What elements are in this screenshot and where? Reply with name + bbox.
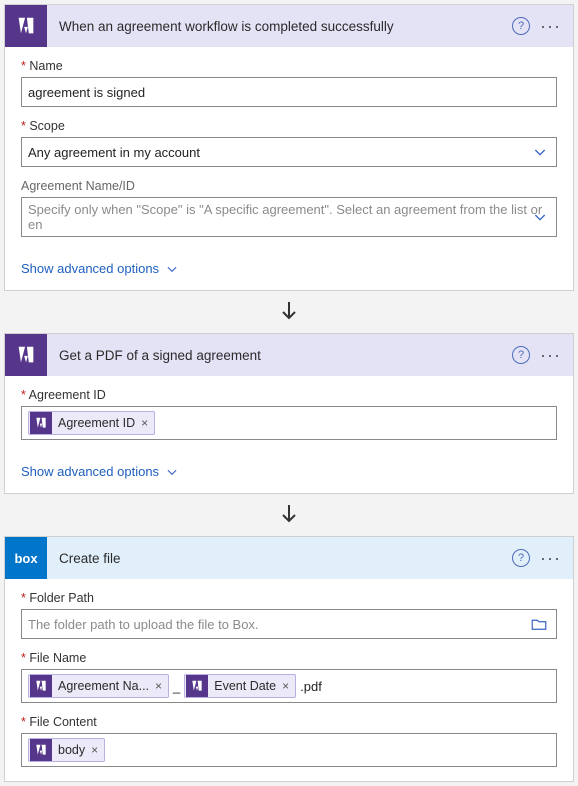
scope-value: Any agreement in my account	[28, 145, 550, 160]
adobe-sign-icon	[30, 739, 52, 761]
token-label: body	[52, 743, 89, 757]
step-title: When an agreement workflow is completed …	[47, 19, 512, 34]
scope-label: Scope	[21, 119, 557, 133]
folder-path-input[interactable]: The folder path to upload the file to Bo…	[21, 609, 557, 639]
remove-token-icon[interactable]: ×	[153, 679, 168, 693]
show-advanced-label: Show advanced options	[21, 464, 159, 479]
step-header[interactable]: When an agreement workflow is completed …	[5, 5, 573, 47]
step-getpdf-card: Get a PDF of a signed agreement ? ··· Ag…	[4, 333, 574, 494]
adobe-sign-icon	[30, 412, 52, 434]
token-label: Event Date	[208, 679, 280, 693]
remove-token-icon[interactable]: ×	[280, 679, 295, 693]
step-header[interactable]: Get a PDF of a signed agreement ? ···	[5, 334, 573, 376]
folder-path-label: Folder Path	[21, 591, 557, 605]
help-icon[interactable]: ?	[512, 17, 530, 35]
step-title: Get a PDF of a signed agreement	[47, 348, 512, 363]
agreement-id-input[interactable]: Agreement ID ×	[21, 406, 557, 440]
step-trigger-card: When an agreement workflow is completed …	[4, 4, 574, 291]
adobe-sign-icon	[5, 334, 47, 376]
more-menu-icon[interactable]: ···	[540, 346, 561, 364]
name-input-text[interactable]	[28, 85, 550, 100]
remove-token-icon[interactable]: ×	[139, 416, 154, 430]
arrow-down-icon	[277, 500, 301, 528]
chevron-down-icon	[165, 262, 179, 276]
token-agreement-name[interactable]: Agreement Na... ×	[28, 674, 169, 698]
remove-token-icon[interactable]: ×	[89, 743, 104, 757]
flow-arrow	[4, 494, 574, 536]
file-name-input[interactable]: Agreement Na... × _ Event Date × .pdf	[21, 669, 557, 703]
help-icon[interactable]: ?	[512, 346, 530, 364]
token-body[interactable]: body ×	[28, 738, 105, 762]
show-advanced-link[interactable]: Show advanced options	[5, 251, 195, 290]
agreement-id-placeholder: Specify only when "Scope" is "A specific…	[28, 202, 550, 232]
file-content-label: File Content	[21, 715, 557, 729]
show-advanced-link[interactable]: Show advanced options	[5, 454, 195, 493]
token-event-date[interactable]: Event Date ×	[184, 674, 296, 698]
token-label: Agreement Na...	[52, 679, 153, 693]
step-header[interactable]: box Create file ? ···	[5, 537, 573, 579]
token-agreement-id[interactable]: Agreement ID ×	[28, 411, 155, 435]
literal-text: _	[173, 679, 180, 694]
scope-select[interactable]: Any agreement in my account	[21, 137, 557, 167]
box-icon: box	[5, 537, 47, 579]
flow-arrow	[4, 291, 574, 333]
step-title: Create file	[47, 551, 512, 566]
adobe-sign-icon	[30, 675, 52, 697]
step-createfile-card: box Create file ? ··· Folder Path The fo…	[4, 536, 574, 782]
folder-path-placeholder: The folder path to upload the file to Bo…	[28, 617, 550, 632]
more-menu-icon[interactable]: ···	[540, 17, 561, 35]
token-label: Agreement ID	[52, 416, 139, 430]
agreement-id-select[interactable]: Specify only when "Scope" is "A specific…	[21, 197, 557, 237]
name-input[interactable]	[21, 77, 557, 107]
more-menu-icon[interactable]: ···	[540, 549, 561, 567]
help-icon[interactable]: ?	[512, 549, 530, 567]
adobe-sign-icon	[5, 5, 47, 47]
name-label: Name	[21, 59, 557, 73]
chevron-down-icon	[165, 465, 179, 479]
literal-text: .pdf	[300, 679, 322, 694]
arrow-down-icon	[277, 297, 301, 325]
show-advanced-label: Show advanced options	[21, 261, 159, 276]
file-name-label: File Name	[21, 651, 557, 665]
agreement-id-label: Agreement Name/ID	[21, 179, 557, 193]
folder-picker-icon[interactable]	[530, 615, 548, 633]
agreement-id-label: Agreement ID	[21, 388, 557, 402]
adobe-sign-icon	[186, 675, 208, 697]
